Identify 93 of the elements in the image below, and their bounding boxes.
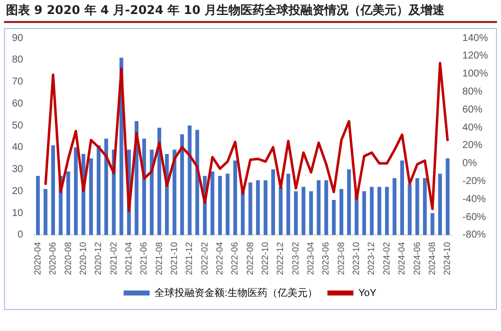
bar (218, 176, 222, 235)
bar (142, 138, 146, 235)
bar (370, 186, 374, 235)
x-tick-label: 2021-06 (138, 242, 149, 275)
x-tick-label: 2020-12 (93, 242, 104, 275)
y2-tick-label: 140% (462, 32, 488, 44)
x-tick-label: 2021-08 (154, 242, 164, 275)
bar (324, 180, 328, 235)
x-tick-label: 2022-10 (260, 242, 270, 275)
bar (446, 158, 450, 235)
y-tick-label: 60 (12, 98, 24, 110)
bar (422, 178, 427, 235)
x-tick-label: 2023-10 (351, 242, 362, 275)
bar (302, 186, 306, 235)
x-tick-label: 2021-04 (123, 242, 134, 275)
bar (362, 191, 366, 235)
bar (286, 174, 290, 235)
x-tick-label: 2023-12 (366, 242, 376, 275)
bar (400, 160, 404, 235)
bar (278, 186, 283, 235)
y2-tick-label: 20% (462, 140, 483, 152)
bar (226, 174, 230, 235)
x-tick-label: 2023-08 (336, 242, 346, 275)
bar (74, 147, 78, 235)
x-tick-label: 2022-12 (275, 242, 286, 275)
y-tick-label: 10 (12, 208, 24, 219)
y-tick-label: 90 (12, 32, 24, 44)
bar (438, 174, 442, 235)
x-tick-label: 2020-10 (78, 242, 88, 275)
bar (264, 180, 268, 235)
bar (294, 191, 298, 235)
x-tick-label: 2020-04 (32, 242, 42, 275)
y2-tick-label: 40% (462, 122, 483, 134)
y-tick-label: 50 (12, 120, 24, 132)
x-tick-label: 2023-04 (306, 242, 316, 275)
bar (271, 169, 276, 235)
bar (309, 191, 313, 235)
x-tick-label: 2022-02 (199, 242, 210, 275)
bar (316, 180, 321, 235)
bar (36, 176, 40, 235)
bar (44, 189, 48, 235)
bar (96, 145, 101, 235)
x-tick-label: 2024-02 (381, 242, 392, 275)
bar (66, 172, 70, 235)
x-tick-label: 2024-06 (412, 242, 422, 275)
y2-tick-label: 80% (462, 86, 483, 98)
bar (210, 172, 214, 235)
x-tick-label: 2024-04 (396, 242, 407, 275)
x-tick-label: 2024-10 (442, 242, 452, 275)
bar (385, 186, 389, 235)
legend-label: 全球投融资金额:生物医药（亿美元） (154, 286, 318, 299)
x-tick-label: 2022-04 (214, 242, 224, 275)
y2-tick-label: 100% (462, 68, 488, 80)
bar (430, 213, 434, 235)
x-tick-label: 2023-02 (290, 242, 300, 275)
chart-title: 图表 9 2020 年 4 月-2024 年 10 月生物医药全球投融资情况（亿美元）及增速 (6, 2, 445, 19)
bar (415, 178, 420, 235)
x-tick-label: 2022-08 (244, 242, 255, 275)
bar (233, 160, 238, 235)
bar (180, 134, 184, 235)
y-tick-label: 80 (12, 54, 24, 66)
bar (332, 200, 336, 235)
bar (51, 145, 55, 235)
x-tick-label: 2022-06 (230, 242, 240, 275)
y2-tick-label: -20% (462, 176, 486, 187)
bar (89, 158, 93, 235)
y2-tick-label: 0% (462, 158, 477, 170)
x-tick-label: 2021-02 (108, 242, 118, 275)
x-tick-label: 2021-10 (168, 242, 179, 275)
bar (392, 178, 396, 235)
y2-tick-label: -60% (462, 212, 486, 223)
x-tick-label: 2020-08 (62, 242, 73, 275)
bar (347, 169, 351, 235)
y2-tick-label: 120% (462, 50, 488, 62)
bar (248, 182, 252, 235)
legend-label: YoY (358, 288, 377, 299)
y-tick-label: 20 (12, 186, 24, 197)
y-tick-label: 40 (12, 142, 24, 154)
bar (172, 150, 176, 235)
y2-tick-label: -80% (462, 230, 486, 241)
x-tick-label: 2024-08 (426, 242, 437, 275)
x-tick-label: 2020-06 (48, 242, 58, 275)
bar (256, 180, 260, 235)
bar (408, 184, 412, 235)
y2-tick-label: -40% (462, 194, 486, 205)
y-tick-label: 0 (18, 230, 24, 241)
x-tick-label: 2021-12 (184, 242, 194, 275)
bar (340, 189, 344, 235)
y-tick-label: 70 (12, 76, 24, 88)
x-tick-label: 2023-06 (320, 242, 331, 275)
y-tick-label: 30 (12, 164, 24, 176)
y2-tick-label: 60% (462, 104, 483, 116)
bar (377, 186, 382, 235)
